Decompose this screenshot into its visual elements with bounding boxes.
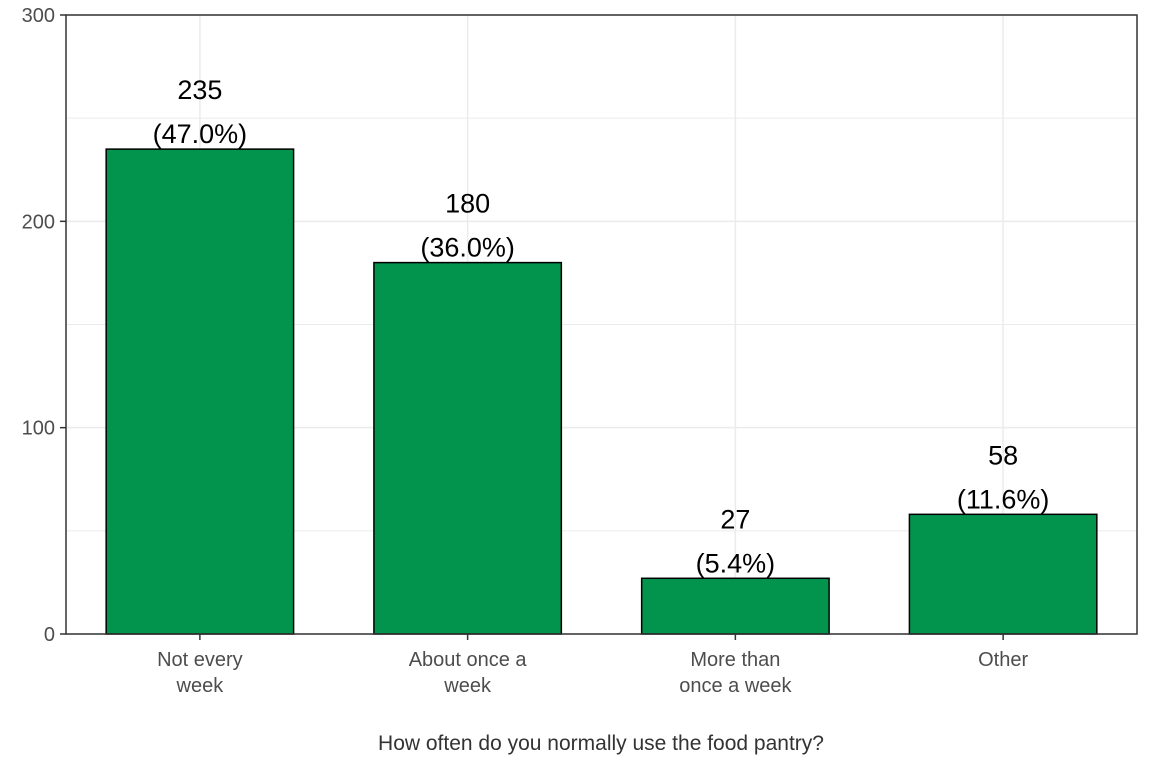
bar-value-label: 235: [177, 75, 222, 105]
panel-border: [65, 14, 1138, 635]
y-tick-label: 300: [22, 5, 55, 27]
bar: [105, 148, 295, 635]
y-tick-label: 200: [22, 211, 55, 233]
bar: [373, 261, 563, 635]
data-labels: 235 (47.0%) 180 (36.0%) 27 (5.4%) 58 (11.6%): [153, 75, 1050, 578]
bar-value-label: 27: [720, 504, 750, 534]
x-tick-label: About once a week: [409, 649, 528, 697]
bar-value-label: 180: [445, 189, 490, 219]
bar-percent-label: (5.4%): [696, 548, 776, 578]
bar-value-label: 58: [988, 440, 1018, 470]
bar: [640, 577, 830, 635]
bars: [105, 148, 1098, 635]
bar-percent-label: (47.0%): [153, 119, 248, 149]
axes: 0 100 200 300 Not every week About once a week M…: [22, 5, 1138, 697]
bar-percent-label: (36.0%): [420, 233, 515, 263]
x-tick-label: More than once a week: [679, 649, 792, 697]
y-tick-label: 100: [22, 418, 55, 440]
y-tick-label: 0: [44, 624, 55, 646]
x-tick-label: Other: [978, 649, 1028, 671]
x-axis-title: How often do you normally use the food p…: [378, 732, 824, 755]
x-tick-label: Not every week: [157, 649, 243, 697]
bar-percent-label: (11.6%): [957, 484, 1050, 514]
bar: [908, 513, 1098, 635]
